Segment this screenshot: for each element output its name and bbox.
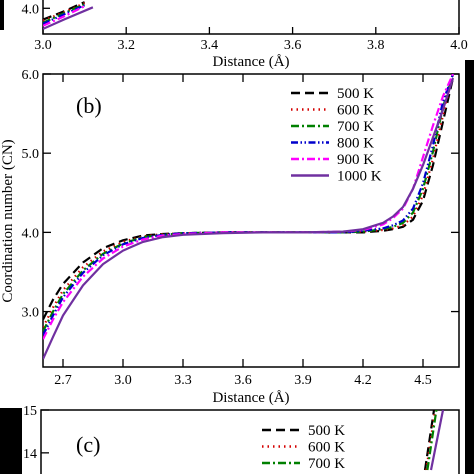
series-line-2-0 — [423, 410, 436, 471]
series-line-1-5 — [43, 77, 455, 360]
series-line-0-1 — [43, 2, 86, 22]
b-legend-label-1: 600 K — [337, 103, 374, 119]
series-line-2-1 — [425, 410, 437, 471]
b-legend-label-2: 700 K — [337, 119, 374, 135]
top-xtick-label-3: 3.6 — [284, 38, 302, 53]
series-line-0-4 — [43, 5, 86, 27]
series-line-0-5 — [43, 6, 94, 30]
c-ytick-label-1: 15 — [23, 404, 37, 419]
b-ytick-label-0: 3.0 — [22, 306, 40, 321]
top-xtick-label-5: 4.0 — [450, 38, 468, 53]
panel-c-ticks: 14 15 — [23, 404, 49, 462]
series-line-2-2 — [426, 410, 438, 471]
b-legend-label-0: 500 K — [337, 86, 374, 102]
panel-b: 2.7 3.0 3.3 3.6 3.9 4.2 4.5 3.0 4.0 5.0 6.0 (b) Di… — [0, 68, 460, 406]
b-legend-label-4: 900 K — [337, 152, 374, 168]
panel-b-series — [43, 74, 455, 360]
panel-top-series — [43, 1, 94, 30]
panel-b-frame — [42, 73, 460, 368]
b-xtick-label-4: 3.9 — [294, 373, 312, 388]
panel-c-series — [423, 410, 445, 471]
top-xtick-label-4: 3.8 — [367, 38, 385, 53]
series-line-0-3 — [43, 4, 86, 25]
panel-b-label: (b) — [76, 93, 102, 118]
series-line-1-4 — [43, 74, 455, 340]
b-legend-label-3: 800 K — [337, 136, 374, 152]
panel-c-frame — [40, 409, 460, 474]
series-line-1-3 — [43, 74, 455, 336]
panel-b-ticks: 2.7 3.0 3.3 3.6 3.9 4.2 4.5 3.0 4.0 5.0 6.0 — [22, 68, 459, 388]
left-edge-bar-top — [0, 0, 4, 30]
series-line-1-1 — [43, 74, 455, 328]
top-ytick-label-0: 4.0 — [22, 2, 40, 17]
c-legend-label-2: 700 K — [308, 456, 345, 472]
top-xtick-label-1: 3.2 — [117, 38, 135, 53]
series-line-2-3 — [429, 410, 445, 471]
panel-top-frame — [42, 0, 460, 35]
panel-top: 3.0 3.2 3.4 3.6 3.8 4.0 4.0 Distance (Å) — [22, 0, 468, 70]
top-xtick-label-0: 3.0 — [34, 38, 52, 53]
series-line-1-0 — [43, 77, 455, 320]
c-legend-label-0: 500 K — [308, 423, 345, 439]
left-edge-bar-bottom — [0, 408, 22, 474]
b-xtick-label-2: 3.3 — [174, 373, 192, 388]
c-ytick-label-0: 14 — [23, 447, 37, 462]
panel-b-xlabel: Distance (Å) — [212, 390, 289, 406]
b-xtick-label-5: 4.2 — [354, 373, 372, 388]
panel-c-label: (c) — [76, 432, 100, 457]
b-xtick-label-6: 4.5 — [414, 373, 432, 388]
b-xtick-label-3: 3.6 — [234, 373, 252, 388]
top-xtick-label-2: 3.4 — [201, 38, 219, 53]
b-legend-label-5: 1000 K — [337, 169, 382, 185]
b-ytick-label-2: 5.0 — [22, 147, 40, 162]
panel-b-ylabel: Coordination number (CN) — [0, 139, 16, 302]
b-ytick-label-1: 4.0 — [22, 226, 40, 241]
c-legend-label-1: 600 K — [308, 440, 345, 456]
panel-top-ticks: 3.0 3.2 3.4 3.6 3.8 4.0 4.0 — [22, 2, 468, 53]
panel-top-xlabel: Distance (Å) — [212, 54, 289, 70]
b-xtick-label-1: 3.0 — [114, 373, 132, 388]
series-line-1-2 — [43, 74, 455, 332]
b-ytick-label-3: 6.0 — [22, 68, 40, 83]
b-xtick-label-0: 2.7 — [54, 373, 72, 388]
right-edge-bar — [465, 60, 474, 474]
